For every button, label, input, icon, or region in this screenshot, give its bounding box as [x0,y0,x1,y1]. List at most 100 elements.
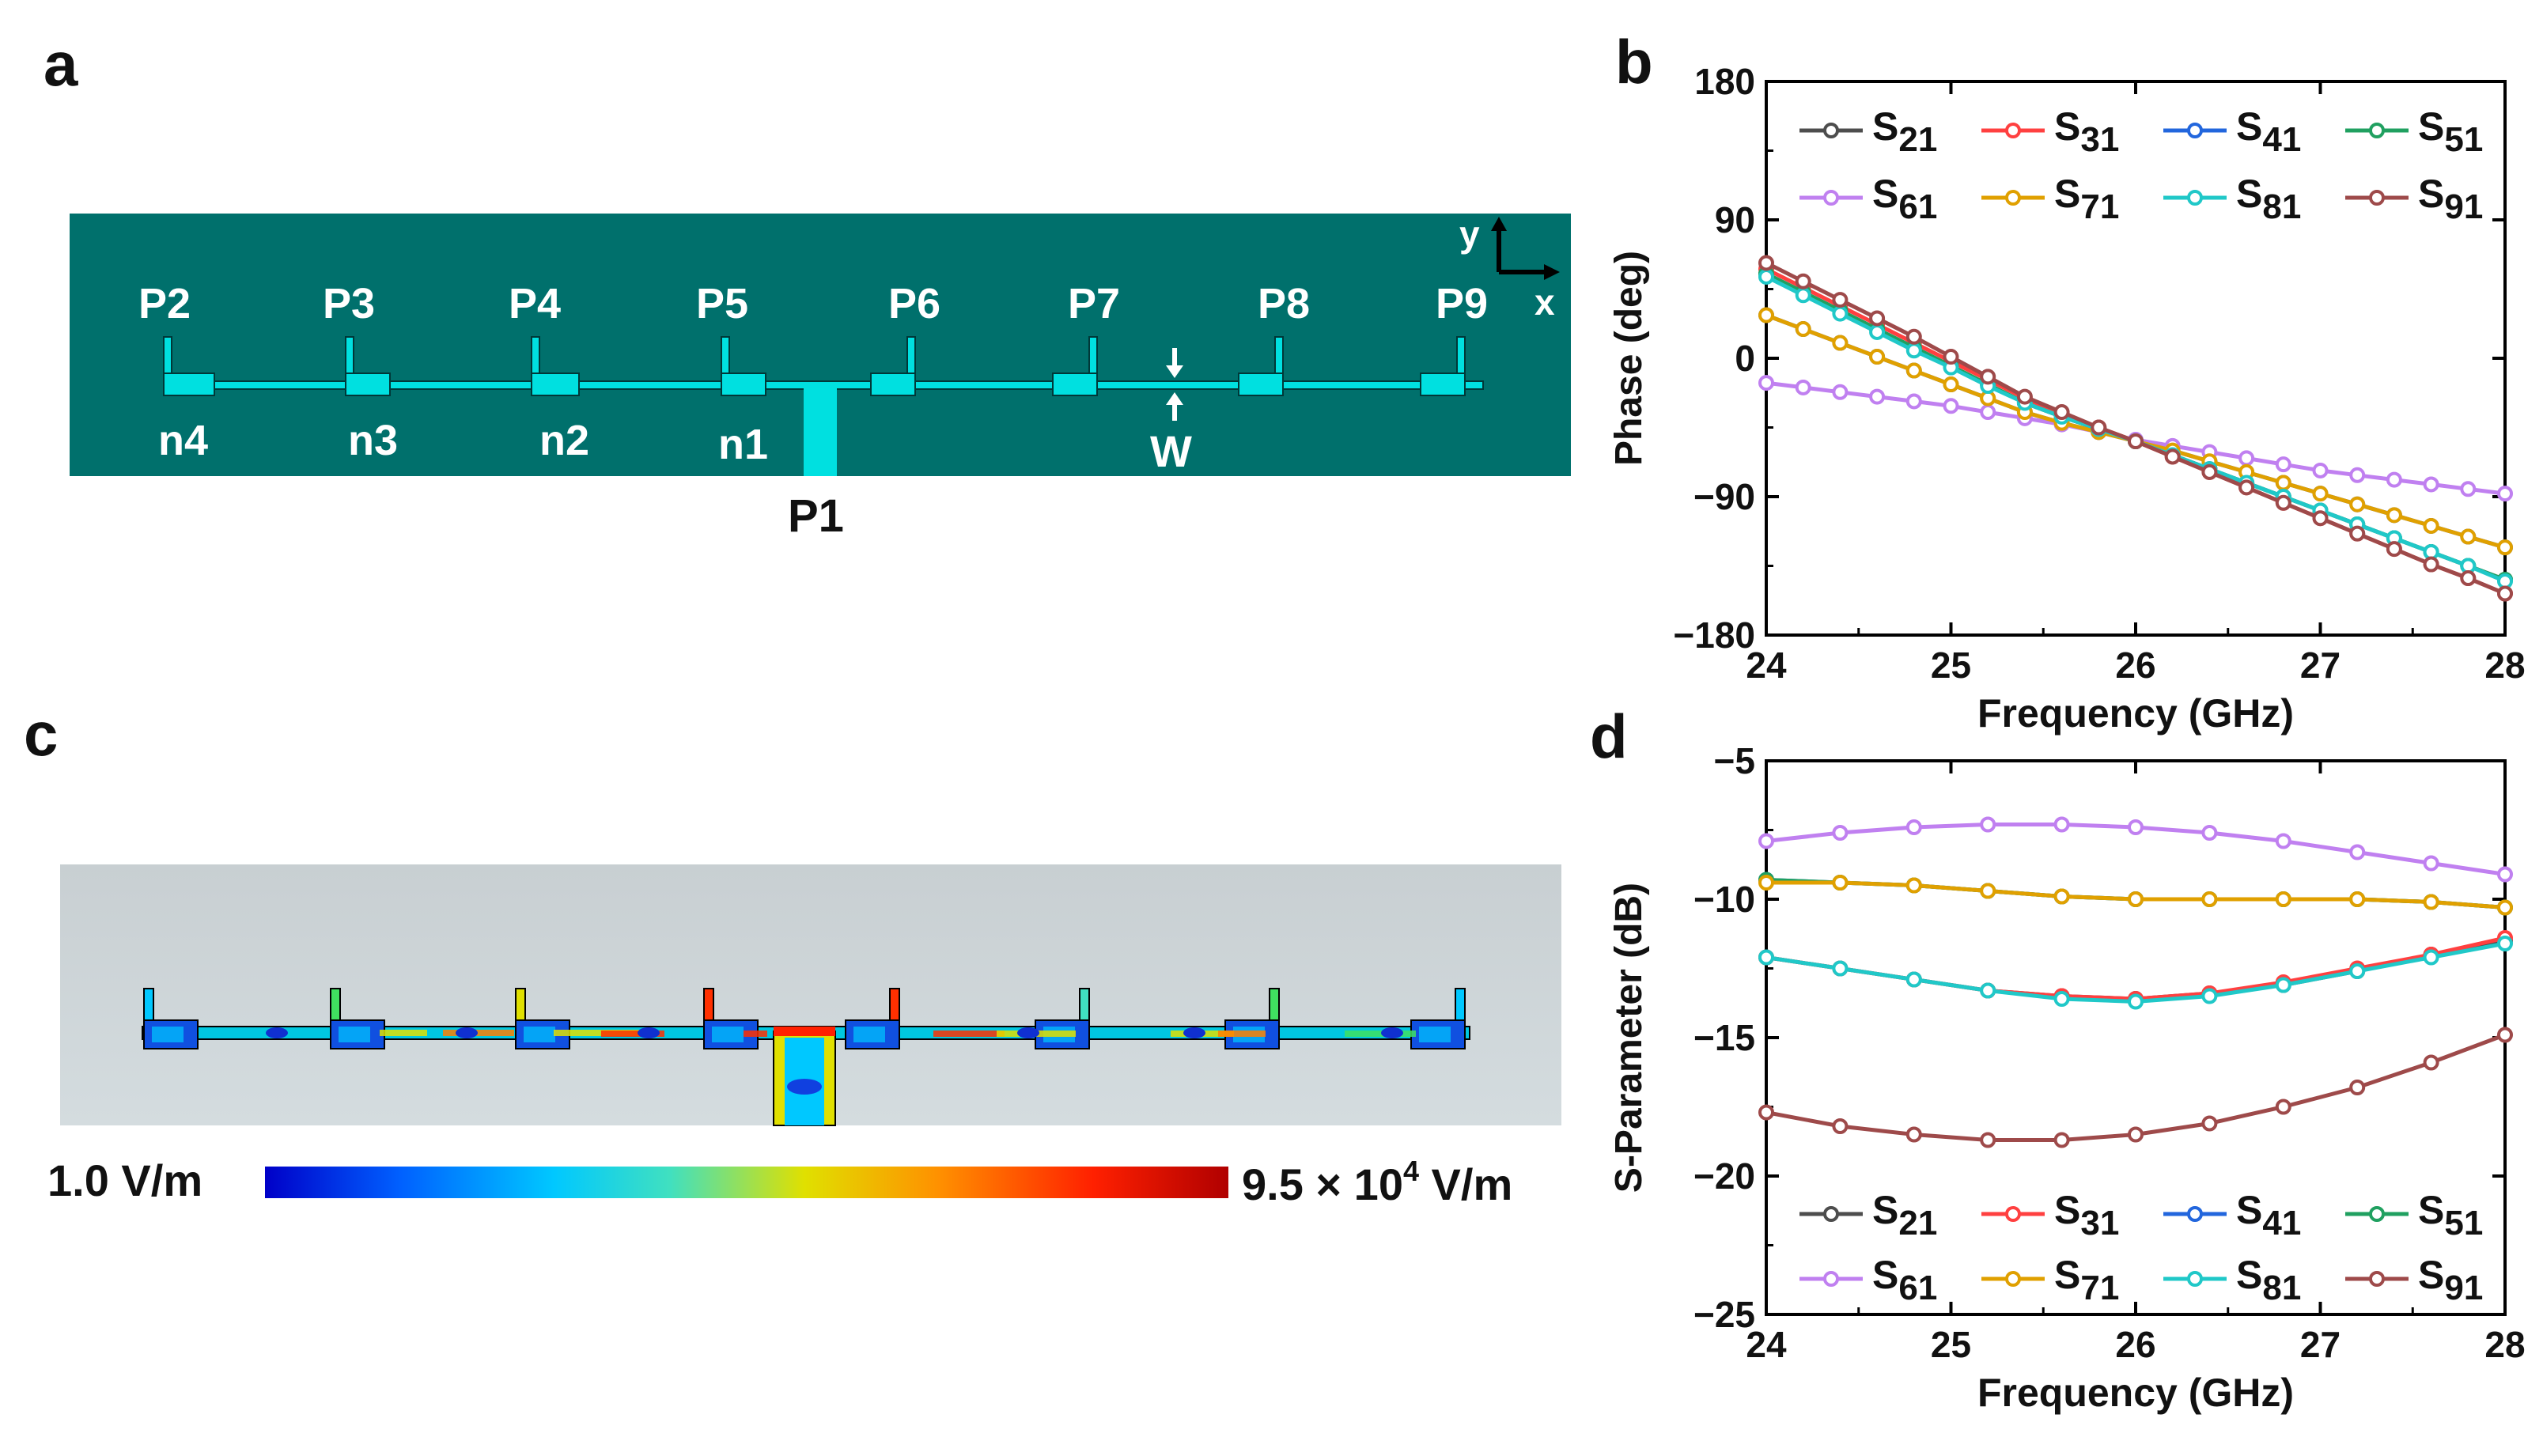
data-point [1795,273,1811,289]
data-point [1905,342,1922,359]
legend-label: S41 [2236,1188,2301,1242]
legend-label-subscript: 31 [2080,1204,2119,1242]
data-point [2423,556,2439,573]
matching-section [870,373,916,396]
data-point [2275,1099,2291,1115]
data-point [2497,585,2513,602]
data-point [1980,982,1996,999]
data-point [1758,1104,1774,1121]
legend-label: S21 [1872,1188,1937,1242]
panel-letter-b: b [1615,27,1653,96]
legend-label: S81 [2236,1253,2301,1307]
data-point [2053,816,2070,833]
legend-item-s21: S21 [1799,104,1937,159]
port-label-p6: P6 [888,280,940,327]
data-point [2275,977,2291,993]
legend-label: S71 [2054,172,2119,226]
legend-item-s31: S31 [1981,104,2119,159]
legend-marker [1823,1206,1839,1222]
legend-item-s81: S81 [2163,1253,2301,1307]
data-point [2349,496,2366,512]
colorbar-max-prefix: 9.5 × 10 [1242,1159,1403,1209]
port-label-p4: P4 [509,280,561,327]
data-point [2201,825,2218,841]
x-tick-label: 25 [1931,645,1971,686]
data-point [2053,991,2070,1007]
field-stubs [143,988,1466,1049]
legend-item-s61: S61 [1799,172,1937,226]
y-tick-label: 90 [1715,199,1755,240]
legend-marker [2005,190,2021,206]
x-tick-label: 27 [2300,645,2341,686]
panel-letter-d: d [1590,702,1628,771]
data-point [2497,936,2513,951]
data-point [2312,510,2329,527]
legend-label: S71 [2054,1253,2119,1307]
field-minimum [1183,1027,1205,1038]
data-point [2201,988,2218,1004]
data-point [2128,891,2144,907]
data-point [1905,393,1922,410]
data-point [1905,877,1922,894]
legend-label-base: S [2236,172,2262,216]
feed-line [804,383,837,476]
legend-label-base: S [1872,104,1898,149]
matching-section [345,373,391,396]
field-minimum [266,1027,288,1038]
colorbar-min-label: 1.0 V/m [47,1155,202,1205]
legend-label-subscript: 51 [2444,120,2483,159]
node-labels: n4 n3 n2 n1 [158,417,768,468]
port-label-p8: P8 [1258,280,1310,327]
data-point [2275,494,2291,511]
series-line [1765,936,2506,1001]
data-point [1980,1132,1996,1148]
panel-letter-c: c [24,699,58,769]
x-tick-label: 28 [2484,645,2525,686]
data-point [1758,255,1774,271]
legend-item-s51: S51 [2345,1188,2483,1242]
port-label-p9: P9 [1436,280,1488,327]
legend-marker [2369,123,2385,138]
width-label: W [1150,426,1192,476]
y-tick-label: −15 [1693,1017,1755,1058]
series-s91 [1758,1027,2513,1148]
port-stubs [163,336,1466,396]
data-point [2275,833,2291,849]
x-tick-label: 25 [1931,1324,1971,1365]
legend-label-subscript: 31 [2080,120,2119,159]
y-tick-label: 180 [1694,61,1755,102]
legend-item-s41: S41 [2163,1188,2301,1242]
data-point [2423,894,2439,910]
data-point [1832,825,1849,841]
data-point [2497,899,2513,916]
data-point [2497,539,2513,556]
data-point [2053,404,2070,421]
data-point [1869,349,1886,365]
data-point [2386,507,2402,524]
x-tick-label: 28 [2484,1324,2525,1365]
field-hotspot [443,1030,514,1036]
legend-label-base: S [1872,1188,1898,1232]
colorbar-max-unit: V/m [1419,1159,1512,1209]
axis-label-y: y [1459,214,1480,255]
data-point [2349,467,2366,483]
field-minimum [1381,1027,1403,1038]
width-marker: W [1150,348,1192,476]
data-point [2460,570,2477,587]
panel-letter-a: a [44,29,78,99]
legend-label-base: S [2054,104,2080,149]
data-point [1980,816,1996,833]
legend-label-base: S [2236,1188,2262,1232]
port-label-p3: P3 [323,280,375,327]
legend-label: S81 [2236,172,2301,226]
data-point [1758,949,1774,966]
legend-label-subscript: 91 [2444,187,2483,226]
data-point [1980,404,1996,421]
series-s71 [1758,307,2513,556]
legend-marker [2005,1206,2021,1222]
data-point [1758,268,1774,285]
data-point [1905,819,1922,835]
legend-label: S51 [2418,104,2483,159]
